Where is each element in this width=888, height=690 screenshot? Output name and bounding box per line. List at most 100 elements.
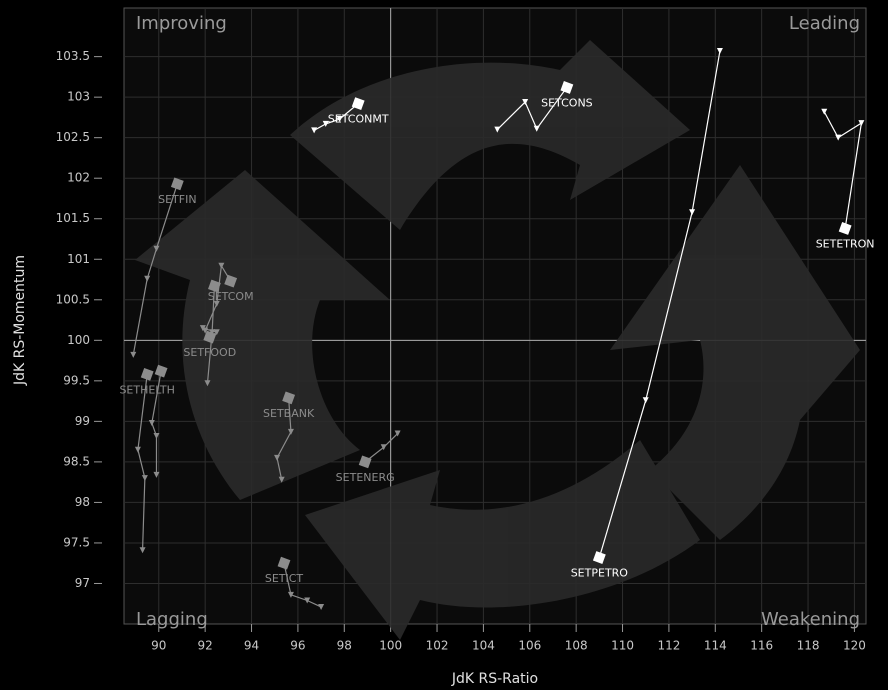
- y-axis-title: JdK RS-Momentum: [12, 255, 28, 386]
- head-marker: [208, 279, 221, 293]
- y-tick-label: 103.5: [56, 49, 90, 63]
- tail-point: [153, 471, 160, 478]
- tail-point: [642, 397, 649, 404]
- head-marker: [560, 81, 574, 94]
- series-label: SETBANK: [263, 407, 315, 420]
- y-tick-label: 97: [75, 576, 90, 590]
- arrow-bottom: [305, 440, 700, 640]
- tail-line: [598, 50, 721, 558]
- tail-point: [218, 262, 225, 269]
- tail-line: [313, 103, 359, 131]
- x-tick-label: 104: [472, 639, 495, 653]
- quadrant-label: Lagging: [136, 609, 208, 630]
- tail-point: [274, 454, 281, 461]
- tail-point: [318, 603, 325, 610]
- head-marker: [203, 330, 217, 344]
- series-label: SETFOOD: [183, 346, 236, 359]
- tail-point: [304, 597, 311, 604]
- y-tick-label: 100.5: [56, 292, 90, 306]
- x-tick-label: 114: [704, 639, 727, 653]
- tail-line: [283, 563, 322, 608]
- tail-line: [823, 111, 863, 229]
- quadrant-label: Weakening: [761, 609, 860, 630]
- quadrant-label: Improving: [136, 13, 227, 34]
- tail-point: [394, 430, 401, 437]
- head-marker: [358, 455, 372, 469]
- tail-point: [134, 446, 141, 453]
- tail-point: [380, 444, 387, 451]
- tail-point: [689, 209, 696, 216]
- y-tick-label: 100: [67, 333, 90, 347]
- tail-point: [141, 475, 148, 482]
- series-label: SETCONMT: [328, 113, 389, 126]
- x-tick-label: 108: [565, 639, 588, 653]
- tail-point: [322, 120, 329, 127]
- tail-point: [148, 419, 155, 426]
- head-marker: [154, 364, 168, 378]
- tail-point: [716, 47, 723, 54]
- head-marker: [277, 556, 291, 570]
- tail-point: [213, 300, 220, 307]
- tail-point: [139, 547, 146, 554]
- series-label: SETICT: [265, 572, 304, 585]
- tail-point: [835, 134, 842, 141]
- tail-point: [287, 428, 294, 435]
- y-tick-label: 99: [75, 414, 90, 428]
- x-tick-label: 102: [426, 639, 449, 653]
- arrow-left: [135, 170, 390, 500]
- tail-point: [213, 329, 220, 336]
- y-tick-label: 103: [67, 90, 90, 104]
- x-tick-label: 110: [611, 639, 634, 653]
- tail-point: [204, 380, 211, 387]
- y-tick-label: 101: [67, 252, 90, 266]
- x-tick-label: 120: [843, 639, 866, 653]
- x-tick-label: 94: [244, 639, 259, 653]
- tail-line: [132, 183, 178, 356]
- y-tick-label: 102: [67, 171, 90, 185]
- y-tick-label: 98.5: [63, 454, 90, 468]
- arrow-right: [610, 165, 860, 540]
- tail-point: [199, 325, 206, 332]
- quadrant-label: Leading: [789, 13, 860, 34]
- tail-point: [278, 476, 285, 483]
- series-label: SETFIN: [158, 193, 196, 206]
- tail-point: [821, 108, 828, 115]
- tail-line: [151, 371, 162, 475]
- tail-line: [276, 397, 292, 480]
- tail-line: [496, 87, 568, 131]
- tail-point: [130, 351, 137, 358]
- rotation-arrows: [135, 40, 860, 640]
- x-tick-label: 92: [198, 639, 213, 653]
- x-tick-label: 116: [750, 639, 773, 653]
- y-tick-label: 102.5: [56, 130, 90, 144]
- x-tick-label: 106: [518, 639, 541, 653]
- y-tick-label: 97.5: [63, 535, 90, 549]
- y-tick-label: 98: [75, 495, 90, 509]
- tail-point: [858, 120, 865, 127]
- tail-point: [336, 116, 343, 123]
- series-label: SETCONS: [541, 96, 593, 109]
- x-tick-label: 100: [379, 639, 402, 653]
- head-marker: [140, 367, 154, 381]
- series-layer: SETPETRO SETETRON SETCONS SETCONMT SETFIN SET…: [119, 47, 875, 610]
- tail-point: [522, 99, 529, 106]
- head-marker: [170, 177, 184, 191]
- series-label: SETHELTH: [119, 383, 174, 396]
- tail-point: [494, 126, 501, 133]
- tail-line: [137, 374, 148, 551]
- series-label: SETPETRO: [571, 567, 629, 580]
- head-marker: [224, 274, 238, 288]
- tail-point: [153, 245, 160, 252]
- tail-point: [311, 127, 318, 134]
- x-tick-label: 96: [290, 639, 305, 653]
- head-marker: [592, 551, 606, 564]
- tail-point: [144, 275, 151, 282]
- head-marker: [282, 391, 296, 405]
- tail-point: [533, 125, 540, 132]
- x-axis-title: JdK RS-Ratio: [451, 671, 538, 687]
- head-marker: [351, 97, 365, 111]
- x-tick-label: 90: [151, 639, 166, 653]
- x-tick-label: 98: [337, 639, 352, 653]
- arrow-top: [290, 40, 690, 230]
